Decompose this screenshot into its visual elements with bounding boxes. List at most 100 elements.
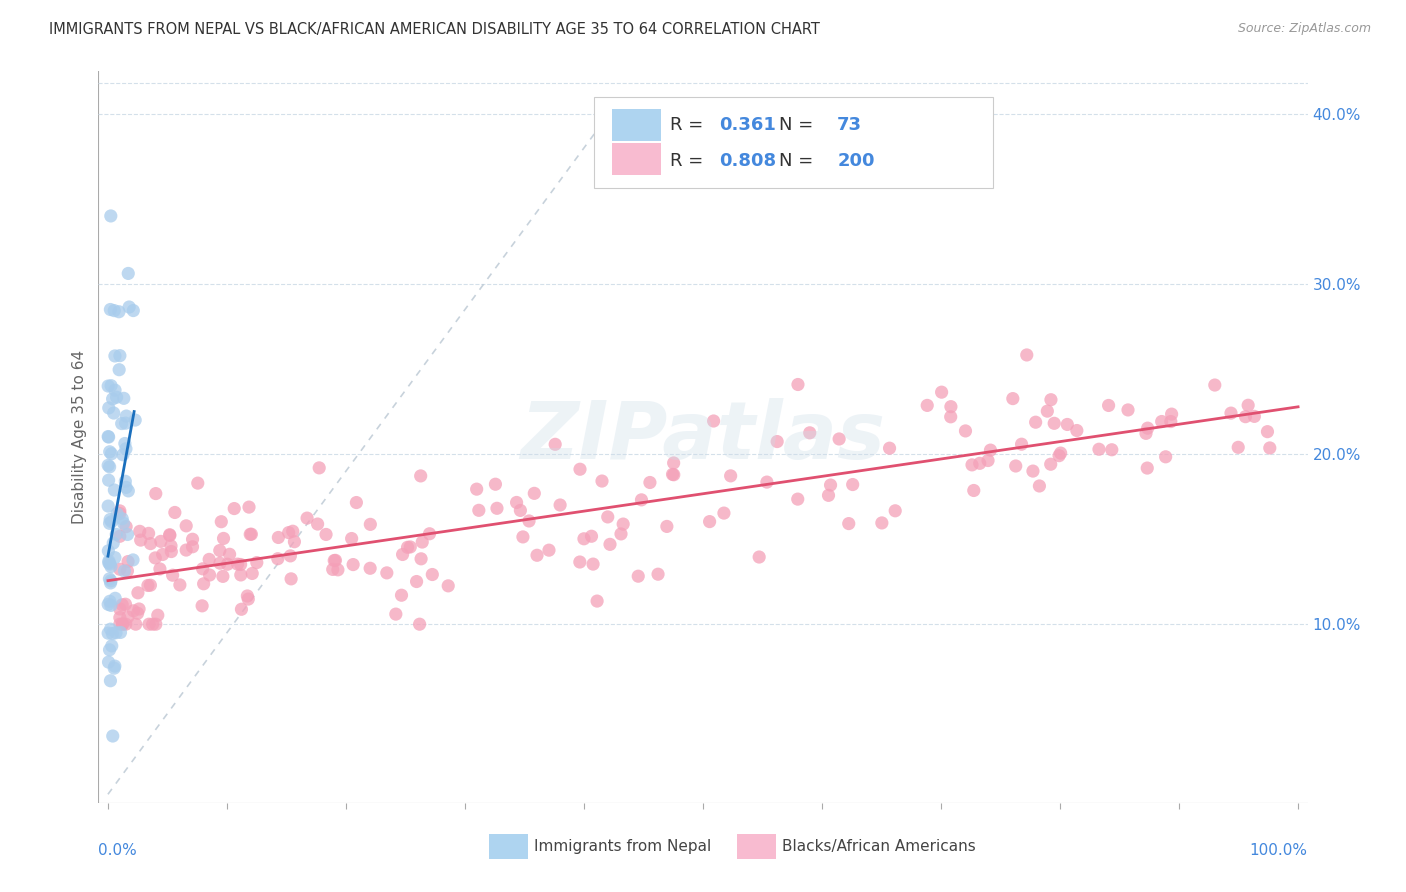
- Text: 100.0%: 100.0%: [1250, 843, 1308, 858]
- Point: [1234, 409, 1257, 424]
- Point: [326, 563, 349, 577]
- Text: Source: ZipAtlas.com: Source: ZipAtlas.com: [1237, 22, 1371, 36]
- Point: [599, 537, 621, 551]
- Point: [105, 390, 128, 404]
- Point: [1043, 417, 1066, 431]
- Point: [236, 589, 259, 603]
- Point: [485, 501, 508, 516]
- Point: [108, 529, 131, 543]
- Point: [1056, 417, 1078, 432]
- Point: [218, 547, 240, 561]
- Point: [146, 608, 169, 623]
- Text: Immigrants from Nepal: Immigrants from Nepal: [534, 839, 711, 855]
- Point: [98, 459, 121, 474]
- Text: IMMIGRANTS FROM NEPAL VS BLACK/AFRICAN AMERICAN DISABILITY AGE 35 TO 64 CORRELAT: IMMIGRANTS FROM NEPAL VS BLACK/AFRICAN A…: [49, 22, 820, 37]
- Point: [169, 578, 191, 592]
- Point: [104, 550, 127, 565]
- Point: [100, 576, 122, 591]
- Point: [117, 610, 139, 624]
- Point: [209, 515, 232, 529]
- Point: [104, 591, 127, 606]
- Point: [879, 441, 901, 455]
- Point: [979, 443, 1001, 458]
- Point: [713, 506, 735, 520]
- Point: [662, 467, 685, 482]
- Point: [396, 541, 419, 555]
- Point: [1066, 424, 1088, 438]
- Point: [198, 568, 221, 582]
- Point: [1237, 398, 1260, 412]
- Point: [187, 476, 209, 491]
- Point: [117, 483, 139, 498]
- Point: [239, 527, 262, 541]
- Point: [122, 303, 145, 318]
- Point: [766, 434, 789, 449]
- Point: [174, 543, 197, 558]
- Point: [1049, 446, 1071, 460]
- Point: [138, 617, 160, 632]
- Point: [129, 533, 152, 547]
- Point: [105, 527, 128, 541]
- FancyBboxPatch shape: [613, 109, 661, 141]
- Point: [1204, 378, 1226, 392]
- Point: [915, 398, 938, 412]
- Point: [238, 592, 260, 607]
- Point: [104, 349, 127, 363]
- Point: [939, 400, 962, 414]
- Point: [181, 540, 204, 554]
- Point: [841, 477, 863, 491]
- Point: [160, 544, 183, 558]
- Point: [340, 532, 363, 546]
- Point: [1039, 457, 1062, 471]
- Point: [224, 501, 246, 516]
- Point: [100, 673, 122, 688]
- Point: [1015, 348, 1038, 362]
- Point: [103, 303, 125, 318]
- Point: [238, 500, 260, 515]
- Point: [100, 574, 122, 588]
- Point: [229, 558, 252, 572]
- Text: N =: N =: [779, 116, 820, 134]
- Point: [138, 526, 160, 541]
- Point: [97, 458, 120, 473]
- Point: [411, 535, 433, 549]
- Point: [97, 473, 120, 487]
- Point: [409, 551, 432, 566]
- Point: [111, 417, 134, 431]
- Point: [100, 622, 122, 636]
- Point: [160, 539, 183, 553]
- Point: [969, 456, 991, 470]
- Point: [125, 617, 148, 632]
- Point: [136, 578, 159, 592]
- Point: [128, 524, 150, 539]
- Point: [280, 549, 302, 563]
- Point: [100, 209, 122, 223]
- Point: [1160, 407, 1182, 421]
- Point: [100, 599, 122, 613]
- Point: [391, 588, 413, 602]
- Point: [105, 625, 128, 640]
- Point: [505, 495, 527, 509]
- Point: [267, 531, 290, 545]
- Point: [191, 562, 214, 576]
- Point: [108, 304, 131, 318]
- Point: [720, 468, 742, 483]
- Point: [114, 597, 136, 611]
- Point: [1256, 425, 1278, 439]
- FancyBboxPatch shape: [595, 97, 993, 188]
- Point: [568, 555, 591, 569]
- Point: [104, 383, 127, 397]
- Point: [162, 568, 184, 582]
- Point: [1243, 409, 1265, 424]
- Point: [124, 413, 146, 427]
- Point: [537, 543, 560, 558]
- Point: [703, 414, 725, 428]
- Point: [787, 377, 810, 392]
- Point: [586, 594, 609, 608]
- Point: [960, 458, 983, 472]
- Point: [1039, 392, 1062, 407]
- FancyBboxPatch shape: [737, 834, 776, 859]
- Point: [117, 527, 139, 541]
- Point: [100, 302, 122, 317]
- Point: [208, 556, 231, 570]
